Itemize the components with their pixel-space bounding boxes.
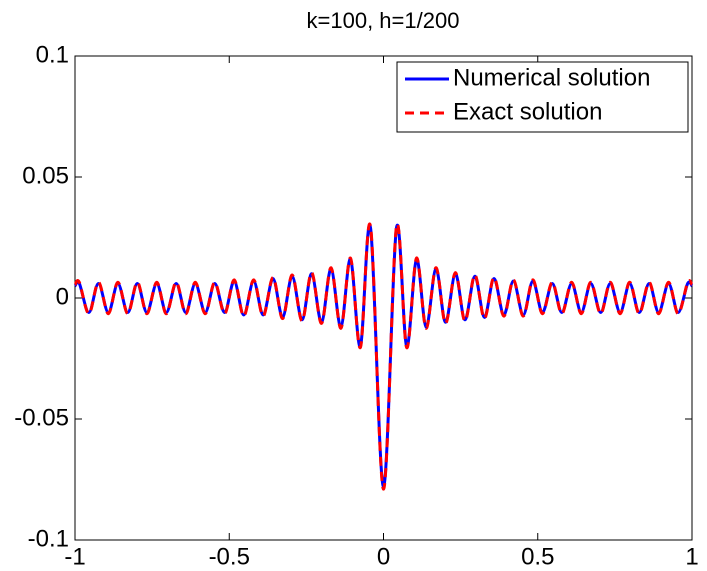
- legend-box: [396, 61, 689, 133]
- x-tick-label: 0.5: [521, 543, 554, 570]
- data-line: [73, 222, 694, 491]
- chart-title: k=100, h=1/200: [307, 8, 460, 33]
- x-tick-label: 1: [685, 543, 698, 570]
- legend-label: Exact solution: [453, 98, 602, 125]
- y-tick-label: -0.05: [14, 404, 69, 431]
- x-tick-label: -1: [64, 543, 85, 570]
- legend-label: Numerical solution: [453, 64, 650, 91]
- x-tick-label: -0.5: [209, 543, 250, 570]
- x-tick-label: 0: [377, 543, 390, 570]
- y-tick-label: 0: [56, 283, 69, 310]
- y-tick-label: 0.05: [22, 162, 69, 189]
- y-tick-label: -0.1: [28, 525, 69, 552]
- y-tick-label: 0.1: [36, 41, 69, 68]
